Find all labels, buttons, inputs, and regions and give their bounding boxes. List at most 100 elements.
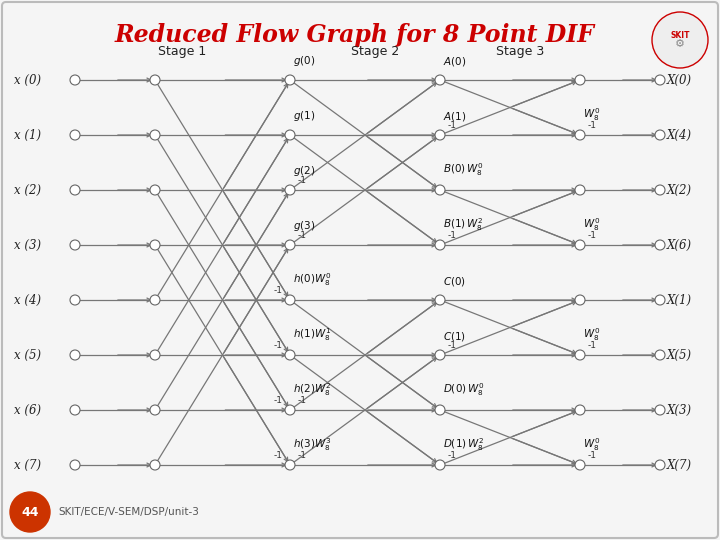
Text: x (3): x (3) — [14, 239, 41, 252]
Text: -1: -1 — [448, 341, 456, 350]
Text: x (7): x (7) — [14, 458, 41, 471]
Circle shape — [575, 295, 585, 305]
Text: $D(1)\,W_8^2$: $D(1)\,W_8^2$ — [443, 436, 485, 453]
Circle shape — [285, 405, 295, 415]
Text: -1: -1 — [274, 286, 282, 295]
Circle shape — [575, 460, 585, 470]
Circle shape — [655, 350, 665, 360]
Text: $g(1)$: $g(1)$ — [293, 109, 315, 123]
Circle shape — [70, 350, 80, 360]
Text: $A(0)$: $A(0)$ — [443, 55, 467, 68]
Text: -1: -1 — [588, 231, 596, 240]
Text: -1: -1 — [297, 231, 307, 240]
Text: X(2): X(2) — [667, 184, 692, 197]
Text: -1: -1 — [297, 176, 307, 185]
Circle shape — [285, 240, 295, 250]
Text: $W_8^0$: $W_8^0$ — [583, 216, 600, 233]
Text: X(1): X(1) — [667, 294, 692, 307]
Text: -1: -1 — [274, 396, 282, 405]
Circle shape — [655, 405, 665, 415]
Circle shape — [150, 350, 160, 360]
Circle shape — [150, 460, 160, 470]
Text: Stage 1: Stage 1 — [158, 45, 207, 58]
Text: $g(0)$: $g(0)$ — [293, 54, 315, 68]
Circle shape — [575, 350, 585, 360]
Text: X(7): X(7) — [667, 458, 692, 471]
Circle shape — [70, 405, 80, 415]
Text: x (2): x (2) — [14, 184, 41, 197]
Text: -1: -1 — [588, 121, 596, 130]
Circle shape — [655, 130, 665, 140]
Text: $W_8^0$: $W_8^0$ — [583, 106, 600, 123]
Text: x (6): x (6) — [14, 403, 41, 416]
Text: $h(1)W_8^1$: $h(1)W_8^1$ — [293, 326, 331, 343]
Text: $g(3)$: $g(3)$ — [293, 219, 315, 233]
Text: -1: -1 — [448, 231, 456, 240]
Text: $h(2)W_8^2$: $h(2)W_8^2$ — [293, 381, 331, 398]
Circle shape — [150, 130, 160, 140]
Circle shape — [285, 460, 295, 470]
Text: $W_8^0$: $W_8^0$ — [583, 326, 600, 343]
Circle shape — [150, 75, 160, 85]
Text: 44: 44 — [22, 505, 39, 518]
Circle shape — [655, 460, 665, 470]
Text: SKIT/ECE/V-SEM/DSP/unit-3: SKIT/ECE/V-SEM/DSP/unit-3 — [58, 507, 199, 517]
Circle shape — [70, 240, 80, 250]
Circle shape — [655, 295, 665, 305]
Circle shape — [285, 350, 295, 360]
Text: X(3): X(3) — [667, 403, 692, 416]
Text: ⚙: ⚙ — [675, 39, 685, 49]
Text: $h(0)W_8^0$: $h(0)W_8^0$ — [293, 271, 331, 288]
Circle shape — [575, 130, 585, 140]
Text: $B(1)\,W_8^2$: $B(1)\,W_8^2$ — [443, 216, 483, 233]
Circle shape — [575, 240, 585, 250]
Circle shape — [435, 350, 445, 360]
Circle shape — [655, 185, 665, 195]
Text: -1: -1 — [274, 341, 282, 350]
Text: -1: -1 — [588, 451, 596, 460]
Circle shape — [435, 130, 445, 140]
Text: -1: -1 — [274, 451, 282, 460]
Text: x (1): x (1) — [14, 129, 41, 141]
Circle shape — [150, 185, 160, 195]
Text: $C(0)$: $C(0)$ — [443, 275, 466, 288]
Text: SKIT: SKIT — [670, 31, 690, 40]
Circle shape — [575, 405, 585, 415]
Text: x (0): x (0) — [14, 73, 41, 86]
Text: Stage 3: Stage 3 — [496, 45, 544, 58]
Text: $g(2)$: $g(2)$ — [293, 164, 315, 178]
Text: x (4): x (4) — [14, 294, 41, 307]
Text: $W_8^0$: $W_8^0$ — [583, 436, 600, 453]
Text: X(4): X(4) — [667, 129, 692, 141]
Circle shape — [435, 75, 445, 85]
Circle shape — [150, 240, 160, 250]
Circle shape — [575, 185, 585, 195]
Circle shape — [655, 75, 665, 85]
Text: X(0): X(0) — [667, 73, 692, 86]
Text: -1: -1 — [297, 451, 307, 460]
Circle shape — [10, 492, 50, 532]
Circle shape — [285, 295, 295, 305]
Text: $C(1)$: $C(1)$ — [443, 330, 466, 343]
Circle shape — [435, 295, 445, 305]
Circle shape — [70, 460, 80, 470]
Circle shape — [652, 12, 708, 68]
Circle shape — [70, 130, 80, 140]
Text: -1: -1 — [588, 341, 596, 350]
Circle shape — [70, 75, 80, 85]
Circle shape — [575, 75, 585, 85]
Text: $h(3)W_8^3$: $h(3)W_8^3$ — [293, 436, 331, 453]
Circle shape — [655, 240, 665, 250]
Circle shape — [435, 240, 445, 250]
Text: -1: -1 — [448, 451, 456, 460]
Text: -1: -1 — [297, 396, 307, 405]
Text: $B(0)\,W_8^0$: $B(0)\,W_8^0$ — [443, 161, 484, 178]
Circle shape — [70, 185, 80, 195]
Text: x (5): x (5) — [14, 348, 41, 361]
Text: X(5): X(5) — [667, 348, 692, 361]
Circle shape — [70, 295, 80, 305]
Text: X(6): X(6) — [667, 239, 692, 252]
Circle shape — [285, 185, 295, 195]
Text: -1: -1 — [448, 121, 456, 130]
Circle shape — [435, 405, 445, 415]
